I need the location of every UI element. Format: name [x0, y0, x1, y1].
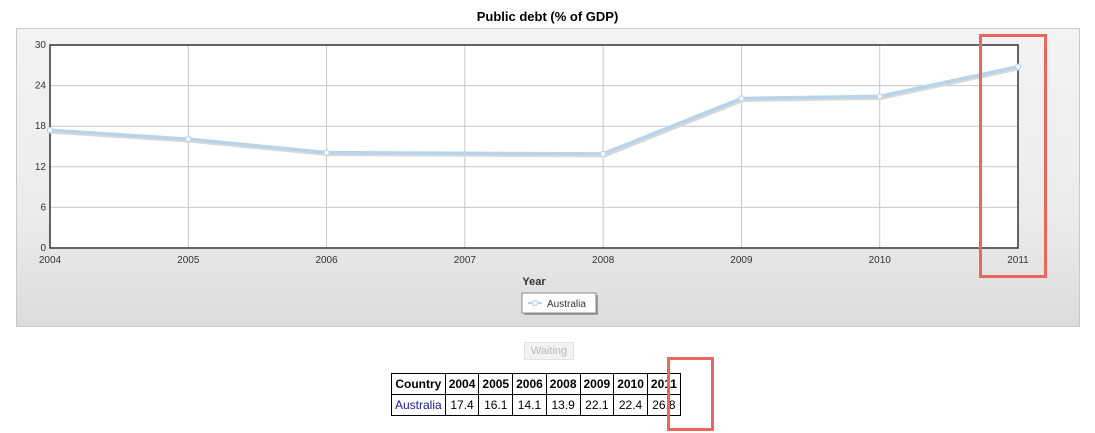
data-point [323, 149, 330, 156]
country-cell: Australia [391, 394, 446, 416]
table-cell: 16.1 [478, 394, 514, 416]
x-tick-label: 2004 [39, 255, 62, 266]
table-cell: 13.9 [545, 394, 581, 416]
table-header-row: Country 2004 2005 2006 2008 2009 2010 20… [391, 373, 681, 395]
header-year: 2005 [478, 373, 514, 395]
legend-box [521, 292, 597, 314]
header-year: 2008 [545, 373, 581, 395]
header-country: Country [391, 373, 446, 395]
waiting-button[interactable]: Waiting [524, 342, 574, 360]
x-tick-label: 2009 [730, 255, 753, 266]
data-point [738, 95, 745, 102]
data-point [599, 150, 607, 158]
y-tick-label: 6 [40, 202, 46, 213]
y-tick-label: 30 [35, 40, 47, 51]
table-cell-2011: 26.8 [646, 394, 681, 416]
data-table: Country 2004 2005 2006 2008 2009 2010 20… [391, 373, 681, 416]
plot-border [49, 44, 1019, 249]
y-tick-label: 18 [35, 121, 47, 132]
x-tick-label: 2005 [177, 255, 200, 266]
data-point [1014, 63, 1022, 70]
x-tick-label: 2011 [1007, 255, 1029, 266]
y-tick-label: 0 [40, 243, 46, 254]
x-tick-label: 2010 [869, 255, 892, 266]
legend-marker [531, 299, 539, 307]
table-cell: 17.4 [444, 394, 480, 416]
header-year: 2010 [613, 373, 648, 395]
table-cell: 14.1 [512, 394, 547, 416]
y-tick-label: 12 [35, 162, 47, 173]
header-year: 2009 [579, 373, 615, 395]
table-cell: 22.1 [579, 394, 615, 416]
line-chart: 0 6 12 18 24 30 2004 2005 2006 2007 2008 2009 2010 20… [35, 40, 1029, 315]
header-year: 2004 [444, 373, 480, 395]
y-tick-label: 24 [35, 81, 47, 92]
header-year-2011: 2011 [646, 373, 681, 395]
data-point [876, 93, 883, 100]
table-row: Australia 17.4 16.1 14.1 13.9 22.1 22.4 … [391, 394, 681, 416]
header-year: 2006 [512, 373, 547, 395]
data-point [46, 127, 54, 134]
country-link-australia[interactable]: Australia [395, 398, 442, 412]
data-point [185, 135, 192, 143]
table-cell: 22.4 [613, 394, 648, 416]
x-tick-label: 2007 [454, 255, 477, 266]
x-tick-label: 2008 [592, 255, 615, 266]
x-tick-label: 2006 [315, 255, 338, 266]
plot-area [50, 45, 1018, 248]
x-axis-title: Year [522, 276, 546, 288]
chart-panel: 0 6 12 18 24 30 2004 2005 2006 2007 2008 2009 2010 20… [16, 28, 1080, 327]
legend-label: Australia [547, 299, 586, 310]
chart-title: Public debt (% of GDP) [476, 9, 619, 24]
